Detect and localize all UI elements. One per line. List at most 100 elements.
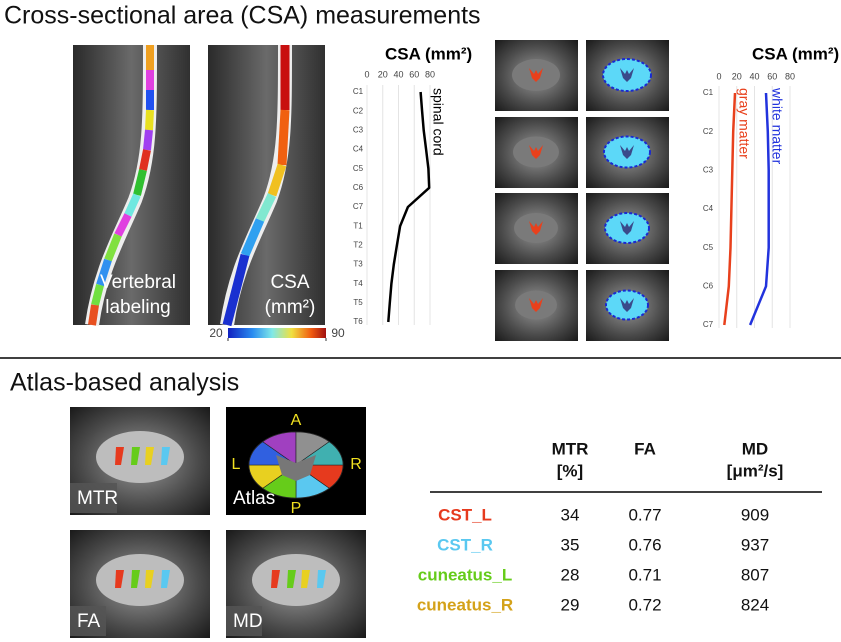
- atlas-overlay: [161, 570, 170, 588]
- image-label: MD: [233, 611, 263, 632]
- gray-matter: [620, 145, 634, 159]
- cell: 909: [741, 505, 769, 524]
- mri-sagittal-csa: [208, 44, 325, 327]
- direction-label: L: [232, 456, 241, 473]
- x-tick-label: 60: [767, 71, 777, 81]
- image-label: Vertebral: [100, 272, 176, 293]
- direction-label: R: [350, 456, 362, 473]
- atlas-overlay: [115, 447, 124, 465]
- y-tick-label: T4: [353, 279, 363, 288]
- line-chart: CSA (mm²) 0 20 40 60 80 C1 C2 C3 C4 C5 C6 C7 gray mat…: [703, 44, 839, 329]
- cell: 29: [561, 595, 580, 614]
- data-line: [387, 91, 431, 323]
- row-name: CST_R: [437, 535, 493, 554]
- y-tick-label: T3: [353, 260, 363, 269]
- atlas-overlay: [131, 447, 140, 465]
- cell: 0.76: [628, 535, 661, 554]
- series-label: spinal cord: [430, 88, 446, 156]
- y-tick-label: C6: [703, 281, 714, 290]
- colorbar-label: 20: [209, 326, 223, 340]
- y-tick-label: C5: [353, 164, 364, 173]
- cell: 807: [741, 565, 769, 584]
- y-tick-label: T5: [353, 298, 363, 307]
- column-header: [%]: [557, 461, 583, 480]
- label-box: [70, 483, 117, 513]
- x-tick-label: 0: [716, 71, 721, 81]
- chart-title: CSA (mm²): [752, 44, 839, 63]
- atlas-overlay: [145, 447, 154, 465]
- cord: [96, 554, 184, 606]
- y-tick-label: C5: [703, 243, 714, 252]
- gray-matter: [620, 221, 634, 235]
- label-box: [70, 606, 106, 636]
- y-tick-label: C6: [353, 183, 364, 192]
- y-tick-label: C4: [353, 145, 364, 154]
- atlas-overlay: [145, 570, 154, 588]
- image-label: Atlas: [233, 488, 275, 509]
- section-title: Atlas-based analysis: [10, 369, 239, 397]
- x-tick-label: 20: [732, 71, 742, 81]
- column-header: MTR: [552, 439, 589, 458]
- y-tick-label: C7: [353, 202, 364, 211]
- x-tick-label: 40: [393, 69, 403, 79]
- gray-matter: [529, 221, 543, 235]
- series-label: white matter: [769, 87, 785, 165]
- cell: 824: [741, 595, 769, 614]
- column-header: FA: [634, 439, 656, 458]
- gray-matter: [529, 298, 543, 312]
- image-label: labeling: [105, 297, 171, 318]
- atlas-overlay: [115, 570, 124, 588]
- mri-sagittal: [73, 44, 190, 327]
- y-tick-label: C2: [703, 127, 714, 136]
- cell: 28: [561, 565, 580, 584]
- x-tick-label: 80: [425, 69, 435, 79]
- atlas-overlay: [287, 570, 296, 588]
- label-box: [226, 606, 262, 636]
- chart-title: CSA (mm²): [385, 44, 472, 63]
- row-name: CST_L: [438, 505, 492, 524]
- row-name: cuneatus_R: [417, 595, 513, 614]
- x-tick-label: 40: [749, 71, 759, 81]
- cord: [96, 431, 184, 483]
- cell: 0.71: [628, 565, 661, 584]
- y-tick-label: C3: [703, 165, 714, 174]
- section-title: Cross-sectional area (CSA) measurements: [4, 2, 481, 30]
- x-tick-label: 20: [378, 69, 388, 79]
- gray-matter: [529, 145, 543, 159]
- colorbar-label: 90: [331, 326, 345, 340]
- direction-label: P: [291, 500, 302, 517]
- y-tick-label: T2: [353, 240, 363, 249]
- atlas-overlay: [131, 570, 140, 588]
- cell: 937: [741, 535, 769, 554]
- mri-axial-grid: [495, 40, 669, 341]
- x-tick-label: 80: [785, 71, 795, 81]
- colorbar: [228, 328, 326, 338]
- row-name: cuneatus_L: [418, 565, 512, 584]
- cell: 0.77: [628, 505, 661, 524]
- image-label: MTR: [77, 488, 118, 509]
- y-tick-label: T6: [353, 317, 363, 326]
- x-tick-label: 0: [364, 69, 369, 79]
- gray-matter: [276, 455, 316, 481]
- x-tick-label: 60: [409, 69, 419, 79]
- image-label: (mm²): [265, 297, 316, 318]
- gray-matter: [620, 68, 634, 82]
- y-tick-label: C7: [703, 320, 714, 329]
- image-label: FA: [77, 611, 101, 632]
- line-chart: CSA (mm²) 0 20 40 60 80 C1 C2 C3 C4 C5 C6 C7 T1 T2 T3 T4…: [353, 44, 472, 326]
- column-header: MD: [742, 439, 768, 458]
- cell: 34: [561, 505, 580, 524]
- gray-matter: [620, 298, 634, 312]
- atlas-overlay: [301, 570, 310, 588]
- y-tick-label: C1: [353, 87, 364, 96]
- y-tick-label: C4: [703, 204, 714, 213]
- data-line: [748, 92, 770, 326]
- y-tick-label: T1: [353, 221, 363, 230]
- cell: 0.72: [628, 595, 661, 614]
- atlas-overlay: [317, 570, 326, 588]
- series-label: gray matter: [736, 88, 752, 159]
- data-line: [723, 92, 737, 326]
- gray-matter: [529, 68, 543, 82]
